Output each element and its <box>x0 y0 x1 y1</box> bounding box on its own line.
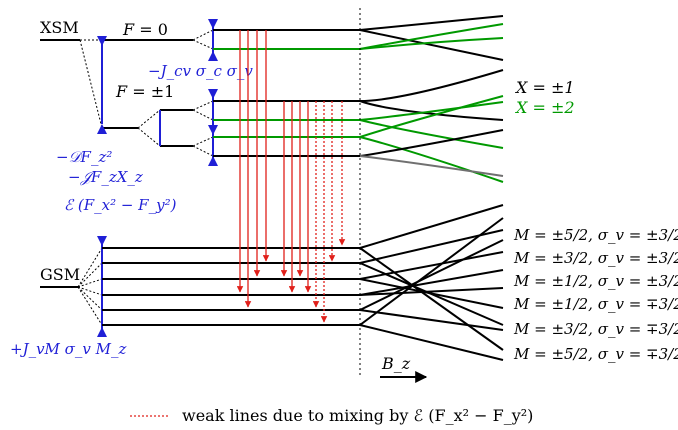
gsm-split <box>77 247 103 288</box>
xsm-branch <box>359 95 504 138</box>
jvm-label: +J_vM σ_v M_z <box>10 340 127 358</box>
xsm-to-f1-dotted <box>79 39 103 129</box>
xsm-branch <box>359 155 504 177</box>
m-label: M = ±3/2, σ_v = ∓3/2 <box>513 320 678 338</box>
dfz-arrowhead-bottom <box>97 124 107 134</box>
m-label: M = ±5/2, σ_v = ∓3/2 <box>513 345 678 363</box>
x1-label: X = ±1 <box>514 78 575 97</box>
jvm-arrowhead-bottom <box>97 327 107 337</box>
jcv-arrowhead-bottom <box>208 51 218 61</box>
xsm-zeeman-branches <box>359 15 504 183</box>
gsm-branch <box>359 287 504 296</box>
f1l-split-b <box>192 145 214 157</box>
f1u-arrowhead-top <box>208 89 218 99</box>
f0-split-upper <box>192 29 214 41</box>
transitions <box>236 30 312 308</box>
xsm-branch <box>359 136 504 183</box>
xsm-branch <box>359 29 504 61</box>
gsm-split <box>77 286 103 326</box>
f1l-arrowhead-top <box>208 125 218 135</box>
dfz-label: −𝒟F_z² <box>56 148 112 166</box>
m-label: M = ±5/2, σ_v = ±3/2 <box>513 226 678 244</box>
jcv-arrowhead-top <box>208 19 218 29</box>
jfx-label: −𝒥F_zX_z <box>68 168 143 186</box>
dfz-arrowhead-top <box>97 36 107 46</box>
gsm-branch <box>359 247 504 351</box>
gsm-split <box>77 262 103 288</box>
xsm-branch <box>359 23 504 50</box>
xsm-branch <box>359 100 504 121</box>
f0-label: F = 0 <box>122 20 168 39</box>
f0-split-lower <box>192 39 214 50</box>
xsm-group: XSM F = 0 F = ±1 −𝒟F_z² −𝒥F_zX_z ℰ (F_x²… <box>40 18 360 214</box>
m-label: M = ±1/2, σ_v = ±3/2 <box>513 272 678 290</box>
xsm-branch <box>359 119 504 149</box>
jcv-label: −J_cv σ_c σ_v <box>148 62 253 80</box>
xsm-branch <box>359 129 504 157</box>
legend-text: weak lines due to mixing by ℰ (F_x² − F_… <box>182 406 533 425</box>
xsm-label: XSM <box>40 18 79 37</box>
gsm-branch <box>359 278 504 309</box>
gsm-branch <box>359 217 504 326</box>
f1-split-lower <box>137 127 161 147</box>
gsm-label: GSM <box>40 265 80 284</box>
efx-label: ℰ (F_x² − F_y²) <box>64 196 177 214</box>
gsm-branch <box>359 204 504 249</box>
gsm-branch <box>359 324 504 361</box>
xsm-branch <box>359 101 504 121</box>
gsm-split <box>77 278 103 288</box>
f1u-split-a <box>192 100 214 111</box>
gsm-split <box>77 286 103 311</box>
gsm-branch <box>359 239 504 311</box>
f1-label: F = ±1 <box>115 82 174 101</box>
gsm-split <box>77 286 103 296</box>
gsm-zeeman-branches <box>359 204 504 361</box>
x2-label: X = ±2 <box>514 98 575 117</box>
f1-split-upper <box>137 109 161 129</box>
m-label: M = ±3/2, σ_v = ±3/2 <box>513 249 678 267</box>
f1l-arrowhead-bottom <box>208 156 218 166</box>
gsm-branch <box>359 251 504 280</box>
gsm-branch <box>359 269 504 296</box>
gsm-branch <box>359 309 504 331</box>
f1u-split-b <box>192 109 214 121</box>
m-label: M = ±1/2, σ_v = ∓3/2 <box>513 295 678 313</box>
jvm-arrowhead-top <box>97 236 107 246</box>
xsm-branch <box>359 69 504 102</box>
bz-label: B_z <box>381 354 411 373</box>
xsm-branch <box>359 15 504 31</box>
f1l-split-a <box>192 136 214 147</box>
weak-transitions <box>312 101 346 323</box>
gsm-group: GSM +J_vM σ_v M_z <box>10 236 360 358</box>
xsm-branch <box>359 37 504 50</box>
m-labels: M = ±5/2, σ_v = ±3/2 M = ±3/2, σ_v = ±3/… <box>513 226 678 363</box>
